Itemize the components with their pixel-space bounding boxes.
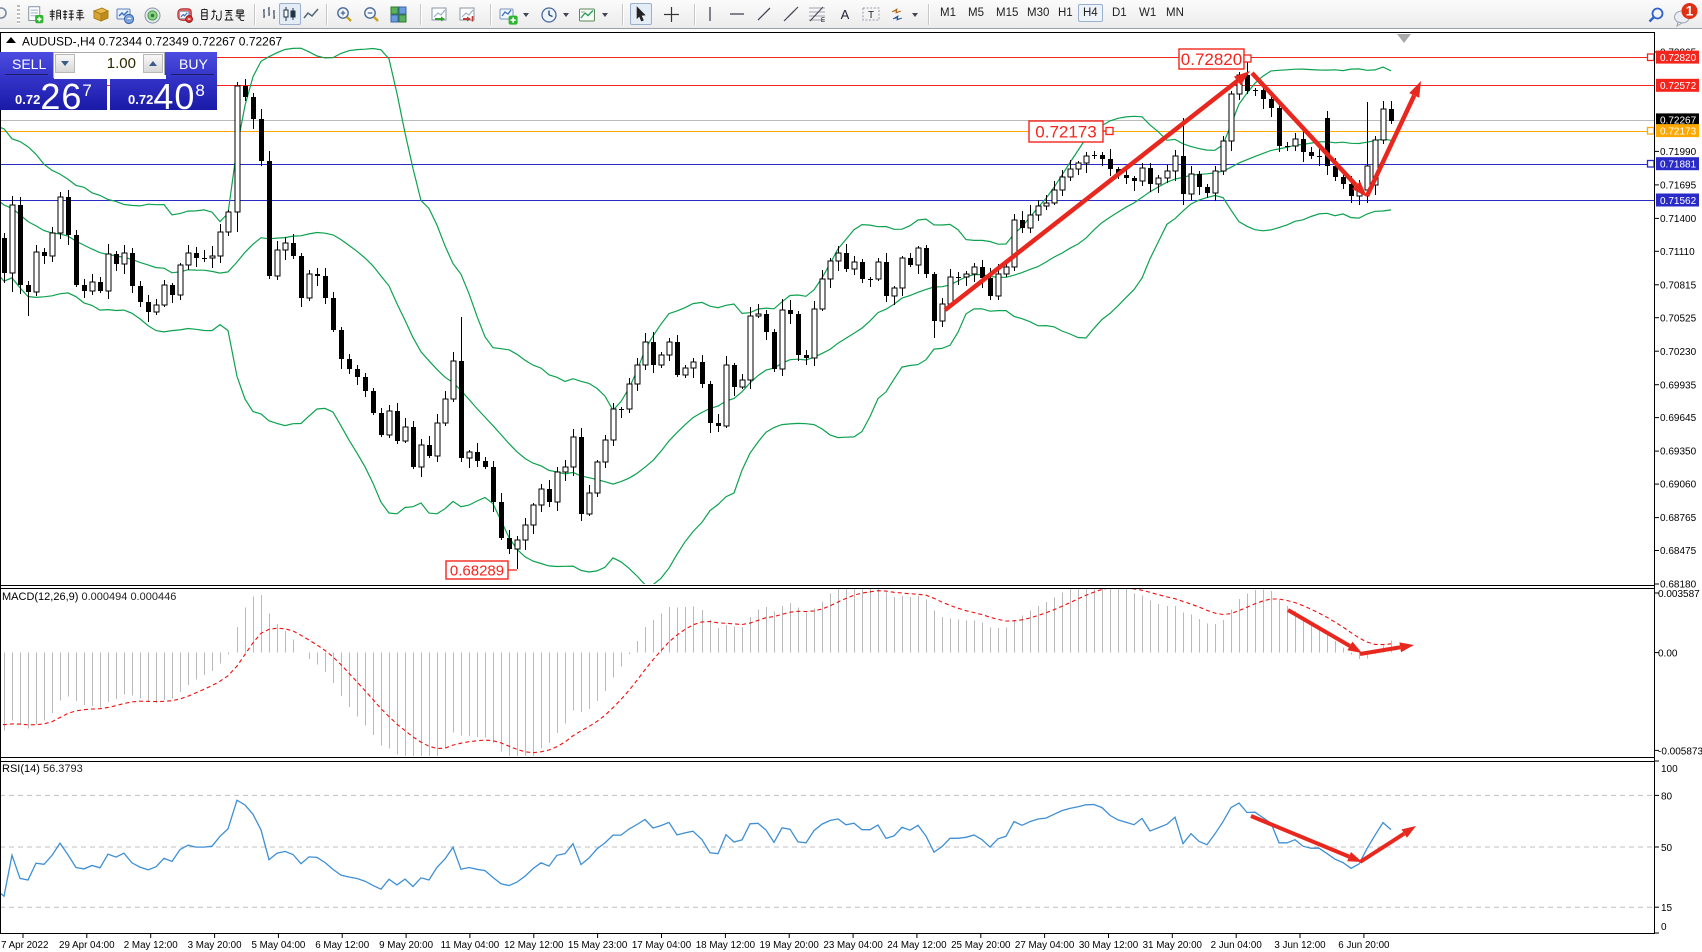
svg-text:0.71695: 0.71695 [1660, 181, 1697, 192]
svg-text:RSI(14) 56.3793: RSI(14) 56.3793 [2, 763, 83, 775]
svg-text:0.00: 0.00 [1658, 649, 1678, 660]
svg-text:2 Jun 04:00: 2 Jun 04:00 [1211, 940, 1263, 951]
svg-text:0.70815: 0.70815 [1660, 280, 1697, 291]
svg-text:9 May 20:00: 9 May 20:00 [379, 940, 433, 951]
svg-text:6 Jun 20:00: 6 Jun 20:00 [1338, 940, 1390, 951]
svg-text:0.68180: 0.68180 [1660, 580, 1697, 591]
svg-text:30 May 12:00: 30 May 12:00 [1079, 940, 1139, 951]
svg-text:0.72820: 0.72820 [1181, 50, 1242, 69]
svg-text:0.71562: 0.71562 [1660, 196, 1697, 207]
svg-text:19 May 20:00: 19 May 20:00 [760, 940, 820, 951]
svg-text:0.72267: 0.72267 [1660, 116, 1697, 127]
svg-text:15: 15 [1661, 903, 1673, 914]
svg-text:0.69645: 0.69645 [1660, 413, 1697, 424]
svg-text:0.70525: 0.70525 [1660, 313, 1697, 324]
svg-text:31 May 20:00: 31 May 20:00 [1143, 940, 1203, 951]
svg-text:0.71881: 0.71881 [1660, 160, 1697, 171]
svg-text:50: 50 [1661, 843, 1673, 854]
svg-text:MACD(12,26,9) 0.000494 0.00044: MACD(12,26,9) 0.000494 0.000446 [2, 591, 176, 603]
svg-text:29 Apr 04:00: 29 Apr 04:00 [59, 940, 115, 951]
svg-text:15 May 23:00: 15 May 23:00 [568, 940, 628, 951]
svg-text:24 May 12:00: 24 May 12:00 [887, 940, 947, 951]
svg-text:0.69935: 0.69935 [1660, 380, 1697, 391]
svg-text:27 May 04:00: 27 May 04:00 [1015, 940, 1075, 951]
svg-text:0.69060: 0.69060 [1660, 480, 1697, 491]
svg-text:80: 80 [1661, 791, 1673, 802]
svg-text:0.71990: 0.71990 [1660, 147, 1697, 158]
svg-text:0.72820: 0.72820 [1660, 53, 1697, 64]
svg-text:12 May 12:00: 12 May 12:00 [504, 940, 564, 951]
svg-text:100: 100 [1661, 764, 1678, 775]
svg-text:0.68289: 0.68289 [450, 562, 504, 579]
svg-text:18 May 12:00: 18 May 12:00 [696, 940, 756, 951]
svg-text:25 May 20:00: 25 May 20:00 [951, 940, 1011, 951]
svg-text:2 May 12:00: 2 May 12:00 [124, 940, 178, 951]
svg-text:0.72572: 0.72572 [1660, 81, 1697, 92]
svg-text:A: A [841, 7, 850, 22]
svg-text:0.72173: 0.72173 [1660, 126, 1697, 137]
svg-text:0.68475: 0.68475 [1660, 546, 1697, 557]
svg-text:0.70230: 0.70230 [1660, 347, 1697, 358]
svg-text:5 May 04:00: 5 May 04:00 [251, 940, 305, 951]
svg-text:3 Jun 12:00: 3 Jun 12:00 [1274, 940, 1326, 951]
svg-text:0.69350: 0.69350 [1660, 447, 1697, 458]
svg-text:-0.005873: -0.005873 [1658, 746, 1702, 757]
svg-text:0.003587: 0.003587 [1658, 589, 1700, 600]
svg-text:1: 1 [1686, 3, 1694, 18]
svg-text:11 May 04:00: 11 May 04:00 [441, 940, 500, 951]
svg-text:E: E [821, 18, 825, 23]
svg-text:AUDUSD-,H4 0.72344 0.72349 0.: AUDUSD-,H4 0.72344 0.72349 0.72267 0.722… [22, 35, 283, 49]
svg-text:0.68765: 0.68765 [1660, 513, 1697, 524]
svg-text:23 May 04:00: 23 May 04:00 [823, 940, 883, 951]
svg-text:7 Apr 2022: 7 Apr 2022 [1, 940, 48, 951]
svg-text:0.71110: 0.71110 [1660, 247, 1695, 258]
svg-text:0.71400: 0.71400 [1660, 214, 1697, 225]
svg-text:T: T [868, 10, 874, 21]
svg-text:0.72173: 0.72173 [1035, 123, 1096, 142]
svg-text:6 May 12:00: 6 May 12:00 [315, 940, 369, 951]
svg-text:3 May 20:00: 3 May 20:00 [188, 940, 242, 951]
svg-text:0: 0 [1661, 922, 1667, 933]
svg-text:17 May 04:00: 17 May 04:00 [632, 940, 692, 951]
